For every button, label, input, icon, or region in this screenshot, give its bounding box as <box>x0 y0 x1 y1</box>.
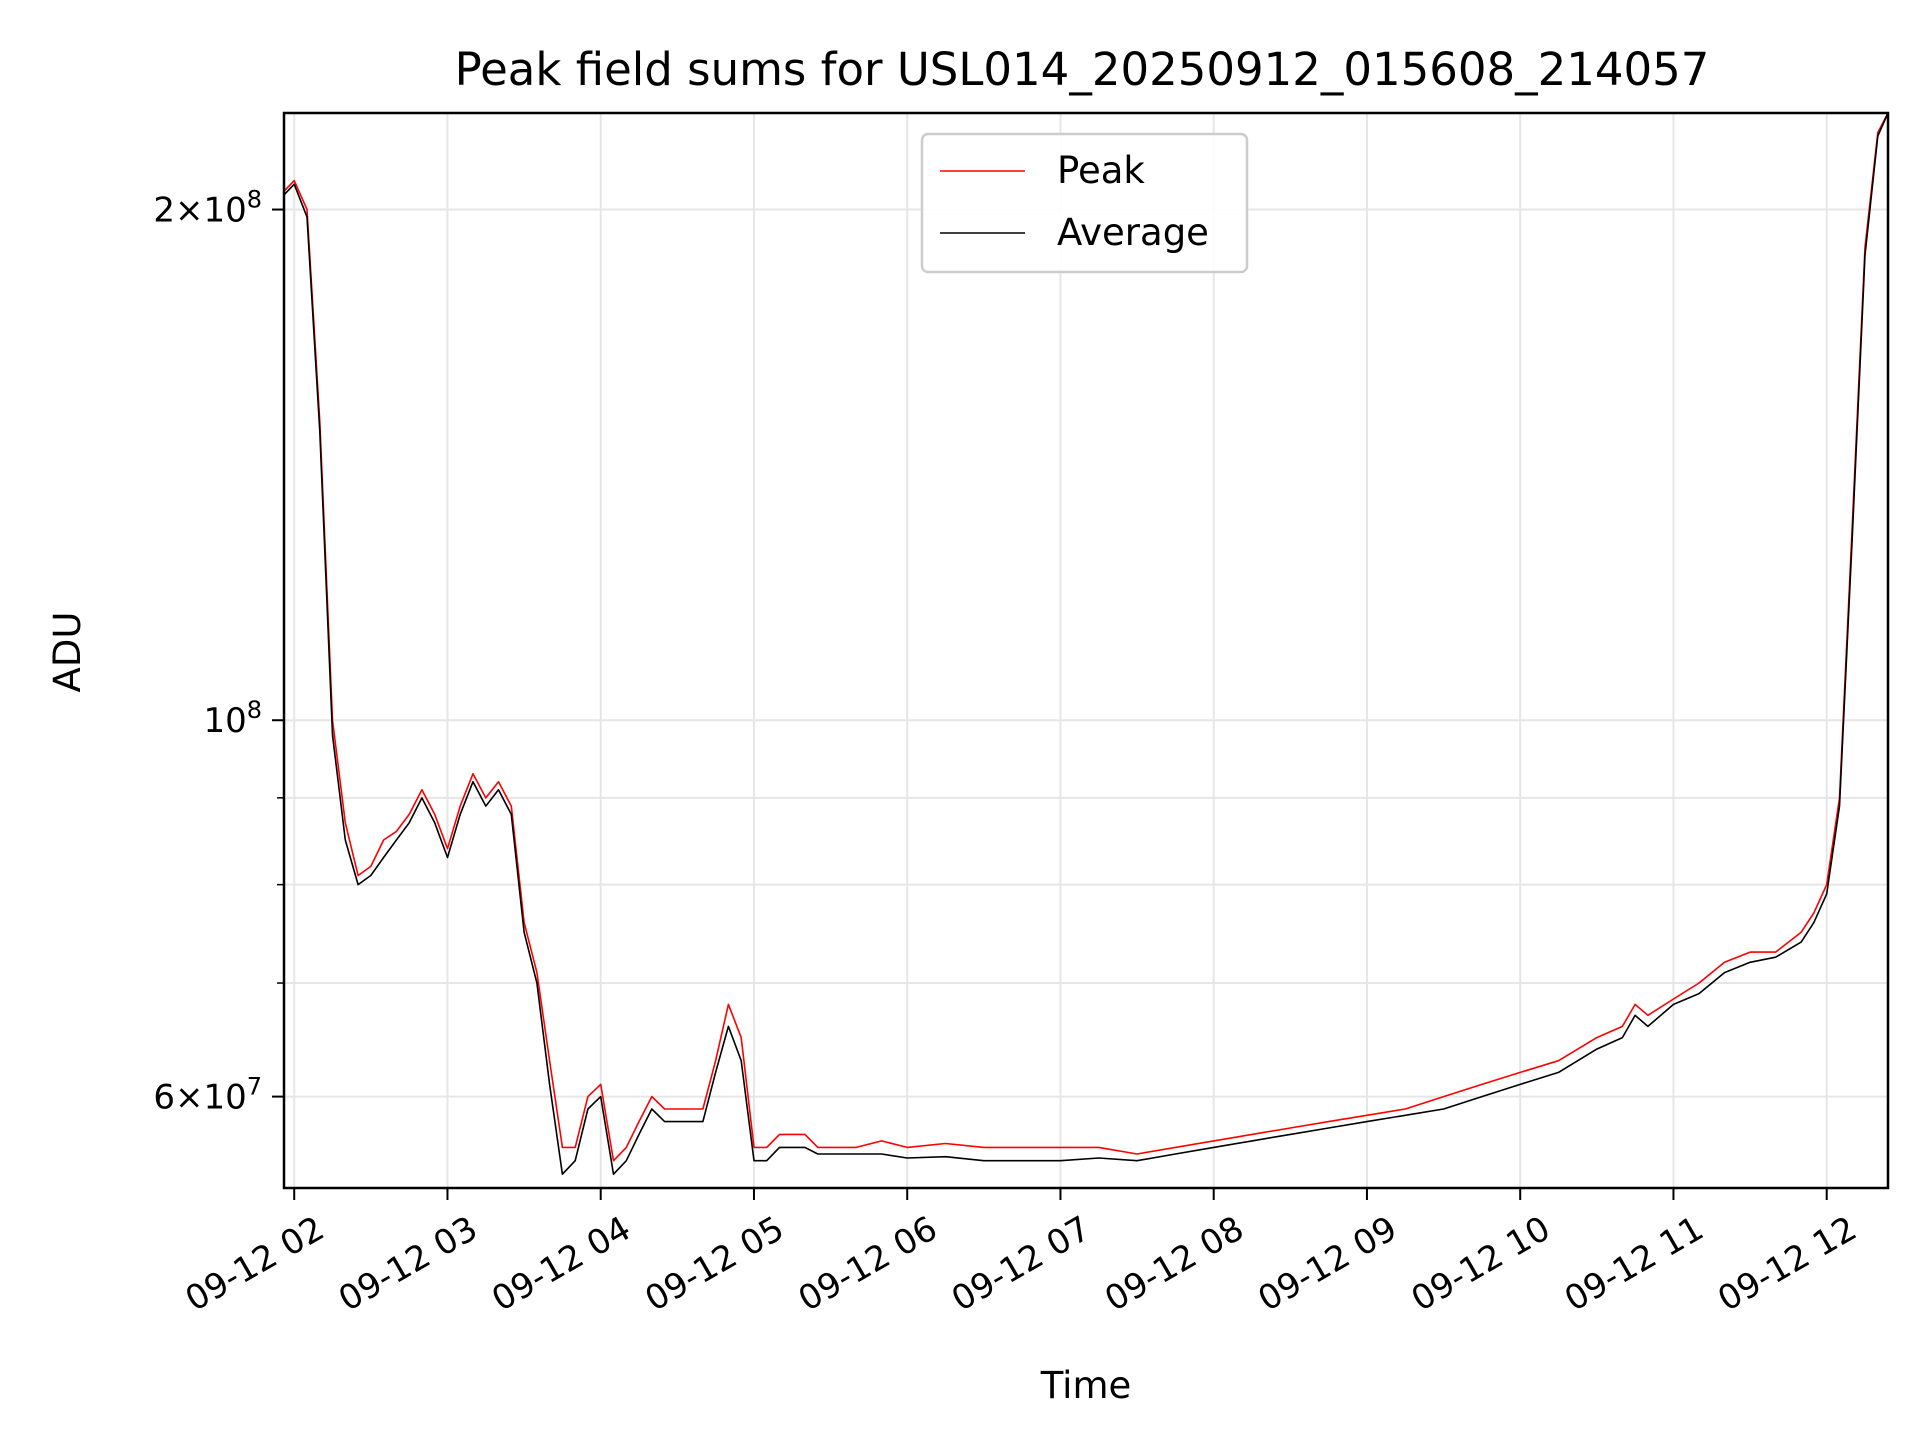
y-axis-label: ADU <box>46 612 89 693</box>
series-line-peak <box>283 112 1889 1162</box>
y-tick-exponent: 8 <box>247 696 262 724</box>
y-tick-exponent: 7 <box>247 1073 262 1101</box>
legend: Peak Average <box>920 132 1249 274</box>
series-group <box>283 112 1889 1175</box>
y-tick-base: 6 <box>153 1078 175 1118</box>
y-tick-exponent: 8 <box>247 186 262 214</box>
y-tick-ten: 10 <box>203 701 246 741</box>
legend-label-average: Average <box>1057 211 1209 254</box>
y-tick-times: ×10 <box>175 1078 247 1118</box>
legend-label-peak: Peak <box>1057 149 1145 192</box>
series-line-average <box>283 112 1889 1175</box>
chart-title: Peak field sums for USL014_20250912_0156… <box>455 43 1710 96</box>
plot-frame <box>282 111 1890 1190</box>
y-tick-times: ×10 <box>175 191 247 231</box>
y-tick-base: 2 <box>153 191 175 231</box>
y-tick-label: 2×108 <box>153 186 262 231</box>
legend-box <box>920 132 1249 274</box>
y-tick-label: 6×107 <box>153 1073 262 1118</box>
y-tick-label: 108 <box>203 696 262 741</box>
x-axis-label: Time <box>1040 1364 1132 1407</box>
